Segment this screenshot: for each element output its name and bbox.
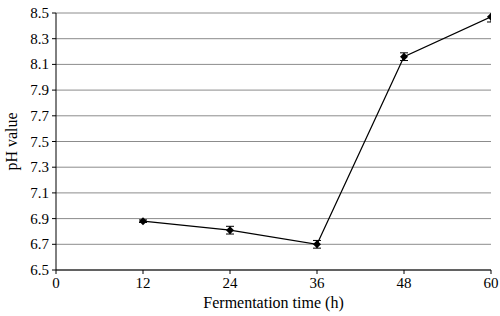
x-tick-label: 12 <box>136 275 151 291</box>
y-tick-label: 6.9 <box>30 211 49 227</box>
error-bar <box>226 226 234 234</box>
y-tick-label: 7.3 <box>30 159 49 175</box>
x-tick <box>317 270 318 274</box>
y-axis-title: pH value <box>3 112 21 170</box>
y-tick <box>52 270 56 271</box>
grid-line <box>56 64 491 65</box>
grid-line <box>56 192 491 193</box>
x-axis <box>56 270 491 271</box>
x-tick-label: 24 <box>223 275 239 291</box>
y-tick-label: 6.5 <box>30 262 49 278</box>
grid-line <box>56 218 491 219</box>
y-tick-label: 6.7 <box>30 236 49 252</box>
x-tick <box>491 270 492 274</box>
x-axis-title: Fermentation time (h) <box>203 294 343 312</box>
y-tick <box>52 192 56 193</box>
x-tick <box>230 270 231 274</box>
plot-data <box>139 13 491 248</box>
y-tick <box>52 38 56 39</box>
y-tick <box>52 167 56 168</box>
x-tick-label: 48 <box>397 275 412 291</box>
y-tick <box>52 141 56 142</box>
y-tick <box>52 64 56 65</box>
y-axis <box>56 13 57 270</box>
error-bar <box>487 13 491 22</box>
data-point <box>313 240 321 248</box>
grid-line <box>56 38 491 39</box>
grid-line <box>56 244 491 245</box>
grid-line <box>56 270 491 271</box>
y-tick-label: 7.5 <box>30 134 49 150</box>
data-point <box>400 53 408 61</box>
y-tick <box>52 115 56 116</box>
y-tick-label: 7.1 <box>30 185 49 201</box>
x-tick-label: 36 <box>310 275 326 291</box>
error-bar <box>400 53 408 61</box>
y-tick-label: 8.3 <box>30 31 49 47</box>
data-point <box>487 13 491 21</box>
y-tick <box>52 218 56 219</box>
data-point <box>139 217 147 225</box>
chart-svg: 6.5 6.7 6.9 7.1 7.3 7.5 7.7 7.9 8.1 8.3 8.5 0 12 24 36… <box>0 0 500 316</box>
grid-line <box>56 13 491 14</box>
chart-container: 6.5 6.7 6.9 7.1 7.3 7.5 7.7 7.9 8.1 8.3 8.5 0 12 24 36… <box>0 0 500 316</box>
error-bar <box>313 240 321 248</box>
y-tick-label: 8.5 <box>30 5 49 21</box>
grid-line <box>56 141 491 142</box>
data-line <box>143 17 491 244</box>
y-tick-label: 7.7 <box>30 108 49 124</box>
grid-line <box>56 90 491 91</box>
x-tick <box>404 270 405 274</box>
data-point <box>226 226 234 234</box>
y-tick <box>52 90 56 91</box>
grid-line <box>56 167 491 168</box>
x-tick <box>56 270 57 274</box>
x-tick <box>143 270 144 274</box>
y-tick-label: 7.9 <box>30 82 49 98</box>
y-tick <box>52 244 56 245</box>
grid-line <box>56 115 491 116</box>
y-tick <box>52 13 56 14</box>
x-tick-label: 0 <box>52 275 60 291</box>
y-tick-label: 8.1 <box>30 56 49 72</box>
x-tick-label: 60 <box>484 275 499 291</box>
